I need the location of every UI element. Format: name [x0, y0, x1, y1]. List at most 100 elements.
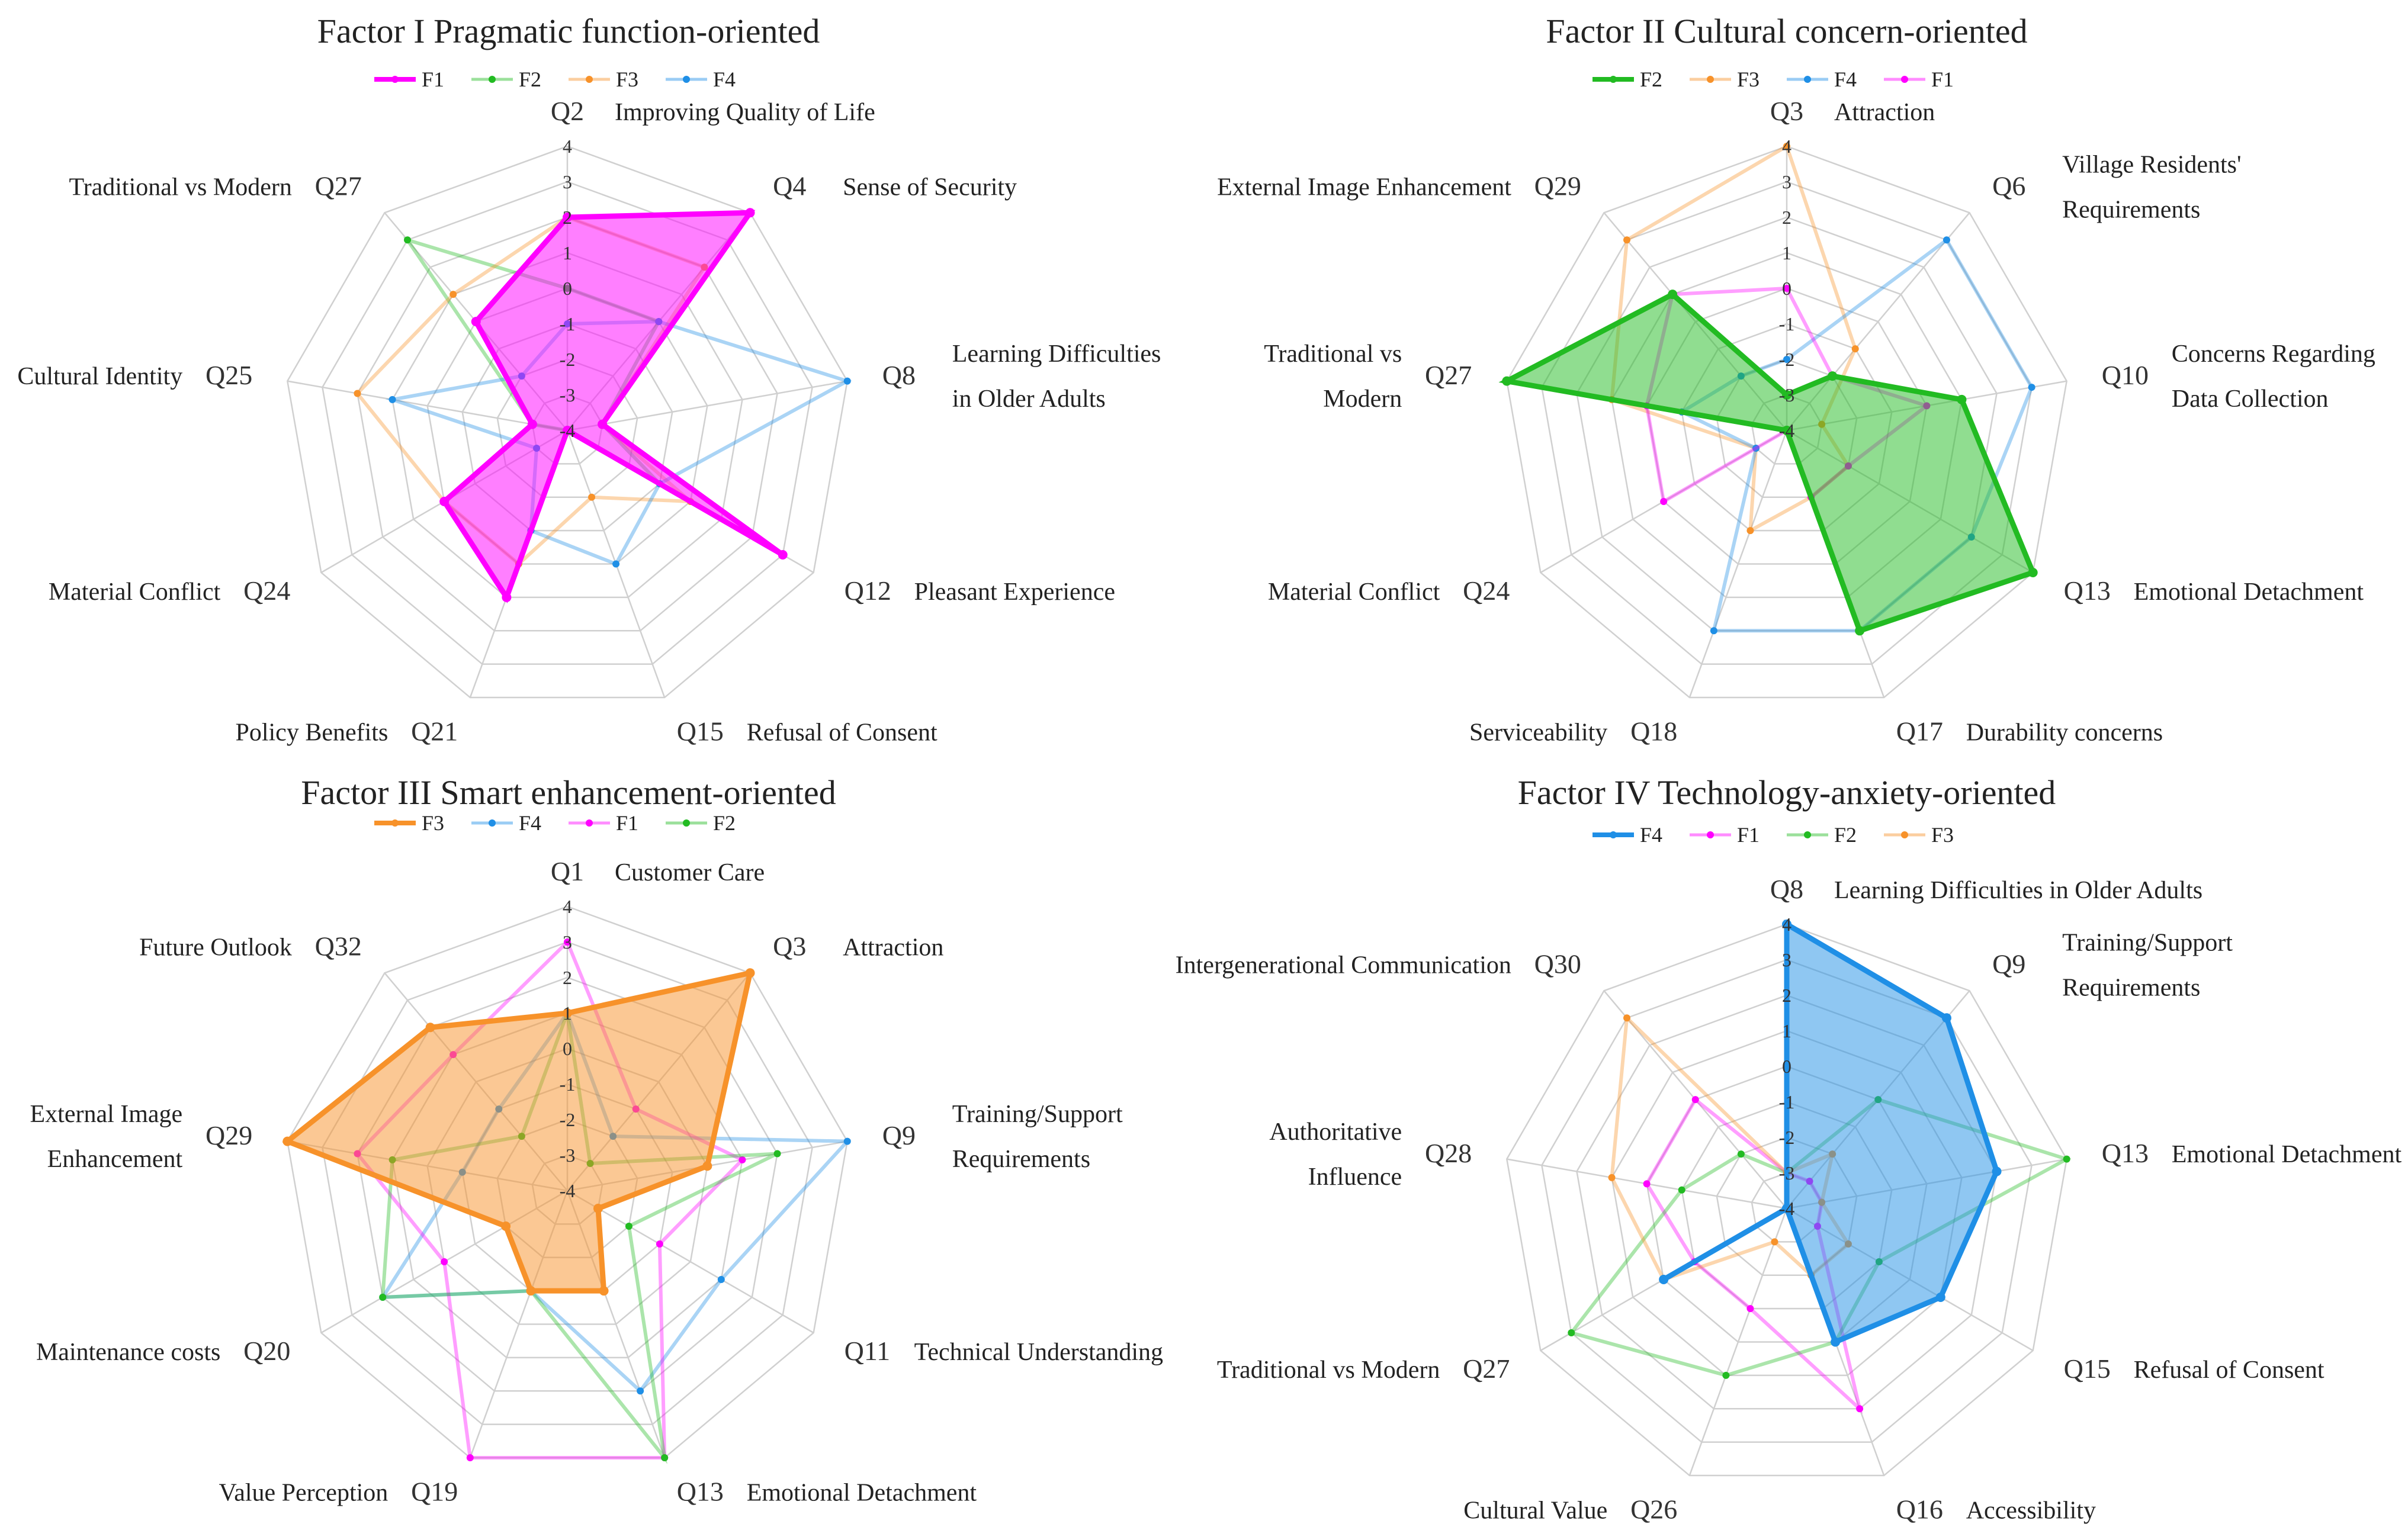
legend-marker: [586, 819, 593, 827]
chart-title: Factor III Smart enhancement-oriented: [301, 773, 836, 812]
data-point-F4-Q30: [1782, 1204, 1791, 1213]
data-point-F1-Q26: [1746, 1305, 1754, 1313]
axis-name-Q4: Sense of Security: [843, 173, 1017, 201]
series-F2: [1498, 290, 2038, 636]
axis-label-Q17: Q17: [1896, 716, 1943, 746]
data-point-F2-Q27: [1502, 376, 1512, 386]
axis-name-Q12: Pleasant Experience: [914, 578, 1115, 606]
axis-name-Q27: Traditional vs Modern: [1217, 1356, 1440, 1384]
legend-label: F3: [1931, 823, 1954, 847]
legend-item-F2: F2: [471, 67, 541, 91]
axis-name-Q24: Material Conflict: [49, 578, 221, 606]
grid-ring: [391, 252, 743, 599]
grid-spoke: [1688, 1208, 1788, 1476]
axis-label-Q2: Q2: [551, 96, 584, 126]
data-point-F3-Q26: [1771, 1238, 1778, 1246]
data-point-F3-Q15: [588, 493, 596, 501]
axis-name-Q13: Emotional Detachment: [2134, 578, 2364, 606]
chart-title: Factor IV Technology-anxiety-oriented: [1518, 773, 2056, 812]
chart-title: Factor II Cultural concern-oriented: [1546, 12, 2027, 50]
axis-label-Q16: Q16: [1896, 1494, 1943, 1524]
axis-label-Q9: Q9: [1992, 949, 2025, 979]
axis-label-Q8: Q8: [1770, 874, 1803, 904]
data-point-F1-Q4: [745, 208, 755, 218]
grid-ring: [426, 287, 708, 565]
data-point-F3-Q29: [1623, 236, 1631, 244]
axis-label-Q27: Q27: [315, 171, 362, 201]
legend-label: F4: [519, 811, 541, 835]
tick-label: 2: [1782, 207, 1791, 228]
data-point-F4-Q3: [1783, 356, 1790, 363]
data-point-F4-Q6: [1943, 236, 1950, 244]
tick-label: 1: [563, 1002, 572, 1024]
data-point-F2-Q24: [1782, 426, 1791, 435]
axis-name-Q10: Data Collection: [2172, 385, 2329, 413]
tick-label: -4: [560, 1180, 576, 1201]
grid-ring: [322, 181, 813, 665]
data-point-F1-Q28: [1643, 1180, 1651, 1188]
legend-label: F1: [1931, 67, 1954, 91]
data-point-F3-Q11: [593, 1204, 603, 1213]
data-point-F1-Q16: [1856, 1405, 1864, 1413]
series-F1: [439, 208, 788, 603]
grid-ring: [461, 323, 673, 532]
data-point-F1-Q30: [1691, 1096, 1699, 1104]
data-point-F2-Q10: [1957, 394, 1967, 404]
tick-label: 0: [563, 278, 572, 299]
tick-label: -4: [1779, 1198, 1795, 1219]
legend-label: F2: [519, 67, 541, 91]
radar-panel-4: Factor IV Technology-anxiety-oriented 4 3 2…: [1176, 773, 2402, 1524]
legend-item-F4: F4: [1593, 823, 1662, 847]
legend-marker: [586, 76, 593, 83]
tick-label: 3: [563, 931, 572, 953]
tick-label: 2: [563, 207, 572, 228]
axis-name-Q8: Learning Difficulties: [952, 340, 1161, 368]
legend-item-F2: F2: [1593, 67, 1662, 91]
axis-name-Q3: Attraction: [1834, 99, 1935, 126]
axis-label-Q27: Q27: [1425, 360, 1472, 390]
legend-label: F3: [1737, 67, 1760, 91]
legend-label: F4: [713, 67, 736, 91]
tick-label: -2: [560, 349, 576, 370]
data-point-F3-Q19: [526, 1286, 536, 1296]
radar-panel-1: Factor I Pragmatic function-oriented 4 3 2 1…: [17, 12, 1161, 746]
data-point-F4-Q15: [1935, 1293, 1945, 1302]
tick-label: -1: [560, 313, 576, 335]
legend-label: F4: [1640, 823, 1662, 847]
data-point-F2-Q27: [404, 236, 412, 244]
data-point-F2-Q9: [773, 1150, 781, 1158]
axis-label-Q13: Q13: [2102, 1138, 2149, 1168]
axis-name-Q18: Serviceability: [1469, 719, 1607, 746]
legend-item-F1: F1: [1690, 823, 1760, 847]
axis-label-Q24: Q24: [243, 576, 290, 606]
axis-label-Q19: Q19: [411, 1476, 458, 1506]
legend-item-F2: F2: [1787, 823, 1857, 847]
axis-label-Q25: Q25: [206, 360, 252, 390]
axis-name-Q9: Requirements: [952, 1146, 1090, 1173]
data-point-F3-Q27: [450, 291, 457, 298]
axis-name-Q28: Authoritative: [1269, 1118, 1402, 1146]
axis-name-Q30: Intergenerational Communication: [1176, 951, 1511, 979]
data-point-F4-Q8: [843, 377, 851, 385]
legend-item-F1: F1: [374, 67, 444, 91]
axis-name-Q9: Training/Support: [2062, 929, 2233, 956]
axis-name-Q9: Training/Support: [952, 1101, 1123, 1128]
axis-name-Q15: Refusal of Consent: [747, 719, 937, 746]
legend-item-F4: F4: [1787, 67, 1857, 91]
legend: F2 F3 F4 F1: [1593, 67, 1954, 91]
axis-name-Q27: Traditional vs Modern: [69, 173, 291, 201]
grid-spoke: [567, 380, 847, 432]
data-point-F2-Q13: [661, 1454, 669, 1462]
legend-marker: [1901, 76, 1908, 83]
axis-name-Q6: Village Residents': [2062, 151, 2242, 178]
axis-label-Q32: Q32: [315, 931, 362, 961]
data-point-F3-Q25: [354, 390, 361, 397]
axis-name-Q11: Technical Understanding: [914, 1339, 1163, 1366]
data-point-F1-Q19: [466, 1454, 474, 1462]
legend-label: F3: [422, 811, 444, 835]
tick-label: 3: [563, 171, 572, 192]
legend-label: F3: [616, 67, 638, 91]
data-point-F2-Q13: [2028, 568, 2038, 577]
legend-marker: [1610, 76, 1617, 83]
